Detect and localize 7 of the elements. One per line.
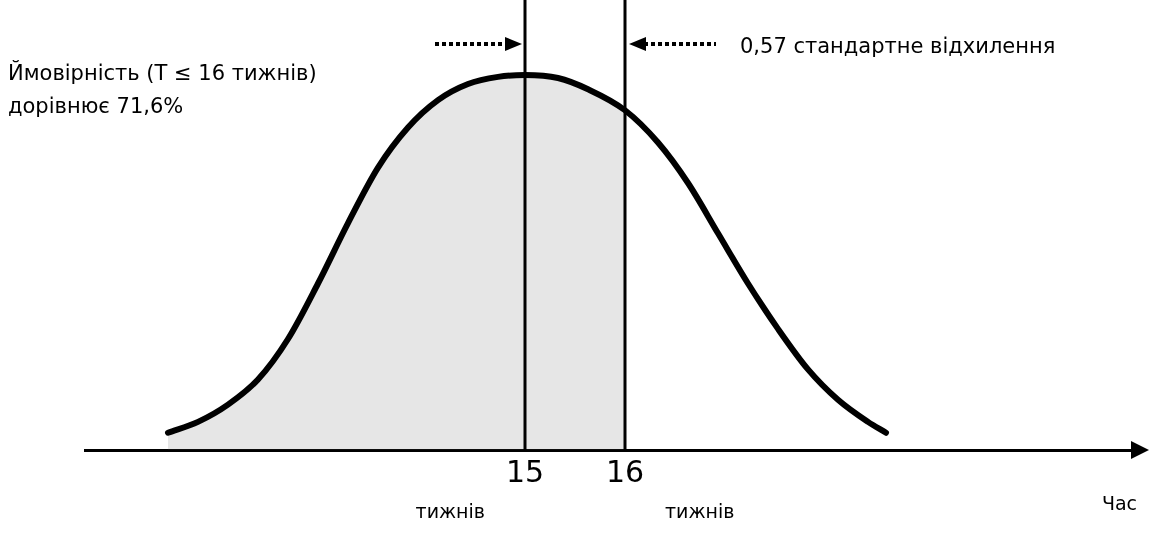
text: тижнів <box>665 500 735 522</box>
annotation: Ймовірність (T ≤ 16 тижнів) дорівнює 71,6% <box>8 60 317 118</box>
x-axis-title: Час <box>1101 492 1137 514</box>
x-tick-label: 16 <box>605 453 645 489</box>
text: тижнів <box>415 500 485 522</box>
x-tick-label: 15 <box>505 453 545 489</box>
text: 0,57 стандартне відхилення <box>740 34 1056 58</box>
